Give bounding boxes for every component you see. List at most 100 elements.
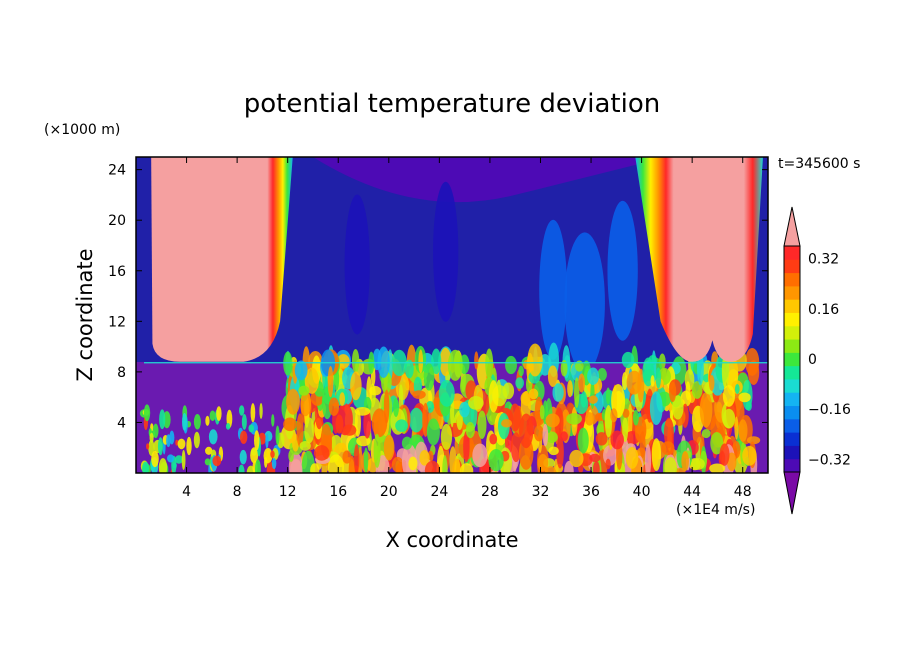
turbulence-cell <box>146 443 150 450</box>
x-unit-label: (×1E4 m/s) <box>676 502 755 518</box>
turbulence-cell <box>651 438 662 472</box>
turbulence-cell <box>152 423 159 439</box>
turbulence-cell <box>151 450 159 468</box>
upper-plume <box>433 181 459 322</box>
turbulence-cell <box>383 434 395 461</box>
turbulence-cell <box>701 429 711 439</box>
turbulence-cell <box>463 430 470 463</box>
turbulence-cell <box>580 391 588 408</box>
colorbar-segment <box>784 352 800 367</box>
turbulence-cell <box>668 381 677 403</box>
turbulence-cell <box>259 403 263 419</box>
turbulence-cell <box>175 439 179 446</box>
turbulence-cell <box>354 406 371 416</box>
colorbar-segment <box>784 259 800 274</box>
turbulence-cell <box>265 433 269 449</box>
turbulence-cell <box>373 433 381 468</box>
turbulence-cell <box>401 436 413 450</box>
turbulence-cell <box>300 391 312 417</box>
turbulence-cell <box>663 417 674 449</box>
turbulence-cell <box>527 343 543 377</box>
turbulence-cell <box>335 414 344 434</box>
y-unit-label: (×1000 m) <box>44 122 120 138</box>
turbulence-cell <box>488 380 499 413</box>
turbulence-cell <box>296 413 304 448</box>
turbulence-cell <box>186 436 192 456</box>
x-tick-label: 44 <box>683 484 701 500</box>
turbulence-cell <box>350 371 362 401</box>
turbulence-cell <box>489 433 498 445</box>
turbulence-cell <box>459 463 474 473</box>
colorbar-tick-label: 0.32 <box>808 252 839 268</box>
turbulence-cell <box>748 360 760 386</box>
x-tick-label: 36 <box>582 484 600 500</box>
turbulence-cell <box>719 443 730 466</box>
turbulence-cell <box>520 391 531 421</box>
turbulence-cell <box>167 454 175 463</box>
x-tick-label: 12 <box>279 484 297 500</box>
turbulence-cell <box>254 430 260 451</box>
turbulence-cell <box>699 391 713 428</box>
x-tick-label: 28 <box>481 484 499 500</box>
turbulence-cell <box>304 367 319 394</box>
turbulence-cell <box>515 377 524 389</box>
colorbar-segment <box>784 418 800 433</box>
colorbar: −0.32 −0.16 0 0.16 0.32 <box>783 206 851 515</box>
y-tick-label: 12 <box>108 314 126 330</box>
y-tick-label: 16 <box>108 264 126 280</box>
turbulence-cell <box>566 413 582 425</box>
turbulence-cell <box>250 403 256 423</box>
turbulent-zone <box>139 342 761 473</box>
turbulence-cell <box>238 464 245 473</box>
turbulence-cell <box>363 408 372 439</box>
turbulence-cell <box>655 367 661 389</box>
turbulence-cell <box>468 395 484 410</box>
turbulence-cell <box>336 354 350 369</box>
turbulence-cell <box>485 348 494 380</box>
turbulence-cell <box>587 367 600 385</box>
turbulence-cell <box>742 445 757 466</box>
turbulence-cell <box>584 412 595 426</box>
time-label: t=345600 s <box>778 156 860 172</box>
turbulence-cell <box>626 370 642 395</box>
turbulence-cell <box>149 432 154 443</box>
turbulence-cell <box>622 417 629 442</box>
upper-dark-core <box>312 157 667 203</box>
turbulence-cell <box>369 385 382 396</box>
turbulence-cell <box>578 373 586 393</box>
turbulence-cell <box>383 389 390 424</box>
turbulence-cell <box>363 447 369 473</box>
upper-plume <box>607 200 638 341</box>
turbulence-cell <box>734 383 740 395</box>
turbulence-cell <box>426 418 440 446</box>
colorbar-segment <box>784 325 800 340</box>
x-tick-label: 48 <box>734 484 752 500</box>
turbulence-cell <box>248 424 255 433</box>
turbulence-cell <box>327 454 344 473</box>
turbulence-cell <box>738 419 748 442</box>
colorbar-tick-label: −0.32 <box>808 452 851 468</box>
x-axis: 4 8 12 16 20 24 28 32 36 40 44 48 <box>182 157 752 500</box>
turbulence-cell <box>708 375 715 391</box>
turbulence-cell <box>239 405 245 416</box>
turbulence-cell <box>560 360 568 377</box>
x-tick-label: 16 <box>329 484 347 500</box>
turbulence-cell <box>181 449 186 470</box>
turbulence-cell <box>622 408 630 418</box>
colorbar-segment <box>784 405 800 420</box>
turbulence-cell <box>545 431 558 443</box>
turbulence-cell <box>264 456 268 468</box>
turbulence-cell <box>644 443 652 473</box>
colorbar-segment <box>784 312 800 327</box>
turbulence-cell <box>283 417 297 432</box>
turbulence-cell <box>216 406 222 421</box>
turbulence-cell <box>621 351 635 369</box>
turbulence-cell <box>569 449 584 468</box>
turbulence-cell <box>404 359 414 379</box>
y-tick-label: 8 <box>117 365 126 381</box>
x-tick-label: 8 <box>233 484 242 500</box>
turbulence-cell <box>209 410 216 422</box>
turbulence-cell <box>556 435 564 469</box>
colorbar-segment <box>784 445 800 460</box>
turbulence-cell <box>313 445 330 461</box>
